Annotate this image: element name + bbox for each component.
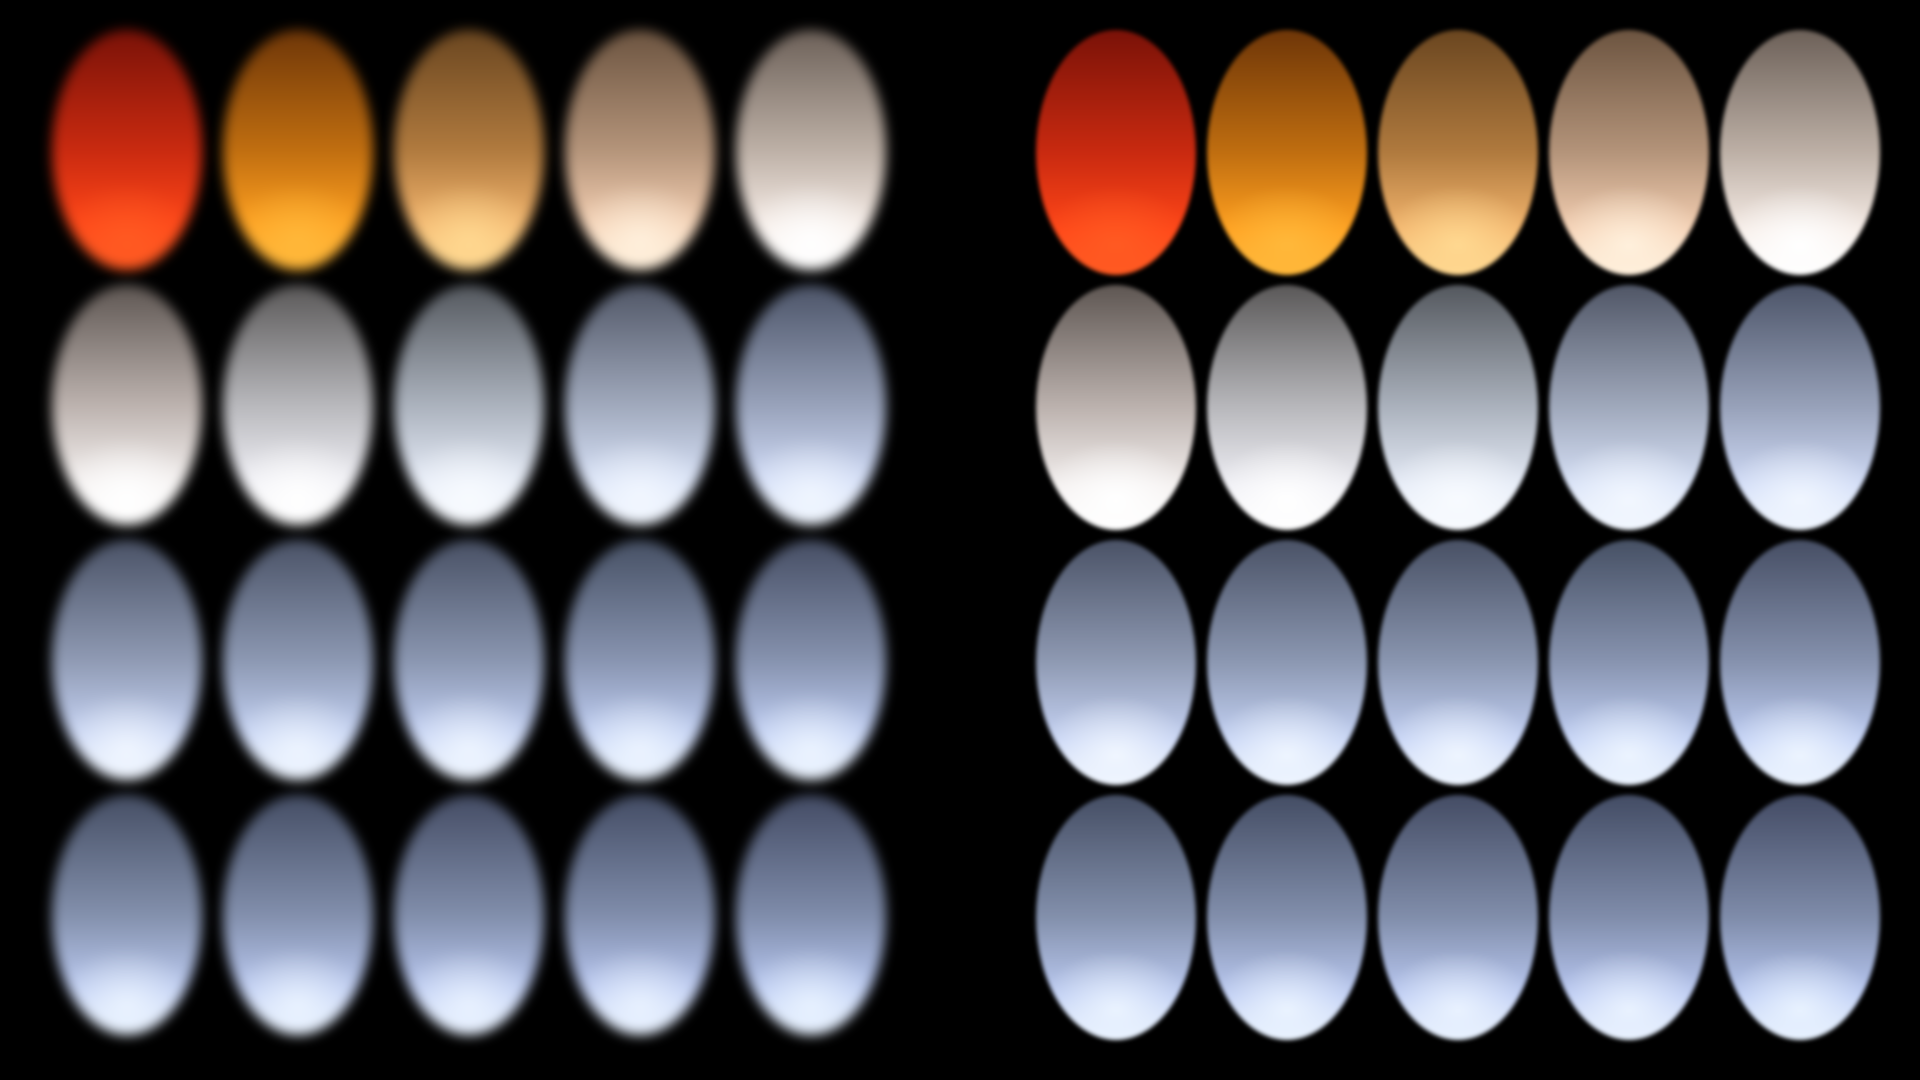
color-swatch-left-r4-c5 <box>736 795 886 1035</box>
color-swatch-right-r1-c1 <box>1036 30 1196 275</box>
color-swatch-right-r2-c4 <box>1549 285 1709 530</box>
color-swatch-right-r3-c2 <box>1207 540 1367 785</box>
color-swatch-right-r4-c3 <box>1378 795 1538 1040</box>
color-swatch-left-r4-c4 <box>565 795 715 1035</box>
color-swatch-left-r3-c1 <box>52 540 202 780</box>
right-swatch-panel <box>960 0 1920 1080</box>
color-swatch-left-r1-c2 <box>223 30 373 270</box>
color-swatch-left-r1-c3 <box>394 30 544 270</box>
color-swatch-right-r3-c1 <box>1036 540 1196 785</box>
color-swatch-right-r4-c1 <box>1036 795 1196 1040</box>
color-swatch-right-r3-c5 <box>1720 540 1880 785</box>
color-swatch-left-r2-c4 <box>565 285 715 525</box>
color-swatch-left-r2-c3 <box>394 285 544 525</box>
color-swatch-right-r2-c2 <box>1207 285 1367 530</box>
color-swatch-left-r3-c5 <box>736 540 886 780</box>
color-swatch-left-r4-c3 <box>394 795 544 1035</box>
color-swatch-left-r2-c1 <box>52 285 202 525</box>
left-swatch-panel <box>52 30 886 1035</box>
color-swatch-right-r2-c3 <box>1378 285 1538 530</box>
color-swatch-right-r3-c3 <box>1378 540 1538 785</box>
color-swatch-left-r3-c2 <box>223 540 373 780</box>
color-swatch-right-r3-c4 <box>1549 540 1709 785</box>
color-swatch-right-r1-c5 <box>1720 30 1880 275</box>
color-swatch-right-r2-c1 <box>1036 285 1196 530</box>
color-swatch-left-r3-c3 <box>394 540 544 780</box>
color-swatch-left-r1-c4 <box>565 30 715 270</box>
color-swatch-left-r4-c1 <box>52 795 202 1035</box>
color-swatch-left-r2-c5 <box>736 285 886 525</box>
color-swatch-left-r3-c4 <box>565 540 715 780</box>
color-swatch-left-r2-c2 <box>223 285 373 525</box>
color-swatch-right-r1-c4 <box>1549 30 1709 275</box>
color-swatch-right-r4-c2 <box>1207 795 1367 1040</box>
color-swatch-left-r1-c5 <box>736 30 886 270</box>
color-swatch-right-r1-c2 <box>1207 30 1367 275</box>
color-swatch-left-r4-c2 <box>223 795 373 1035</box>
color-swatch-right-r2-c5 <box>1720 285 1880 530</box>
color-swatch-right-r1-c3 <box>1378 30 1538 275</box>
color-swatch-left-r1-c1 <box>52 30 202 270</box>
color-swatch-right-r4-c5 <box>1720 795 1880 1040</box>
color-swatch-right-r4-c4 <box>1549 795 1709 1040</box>
